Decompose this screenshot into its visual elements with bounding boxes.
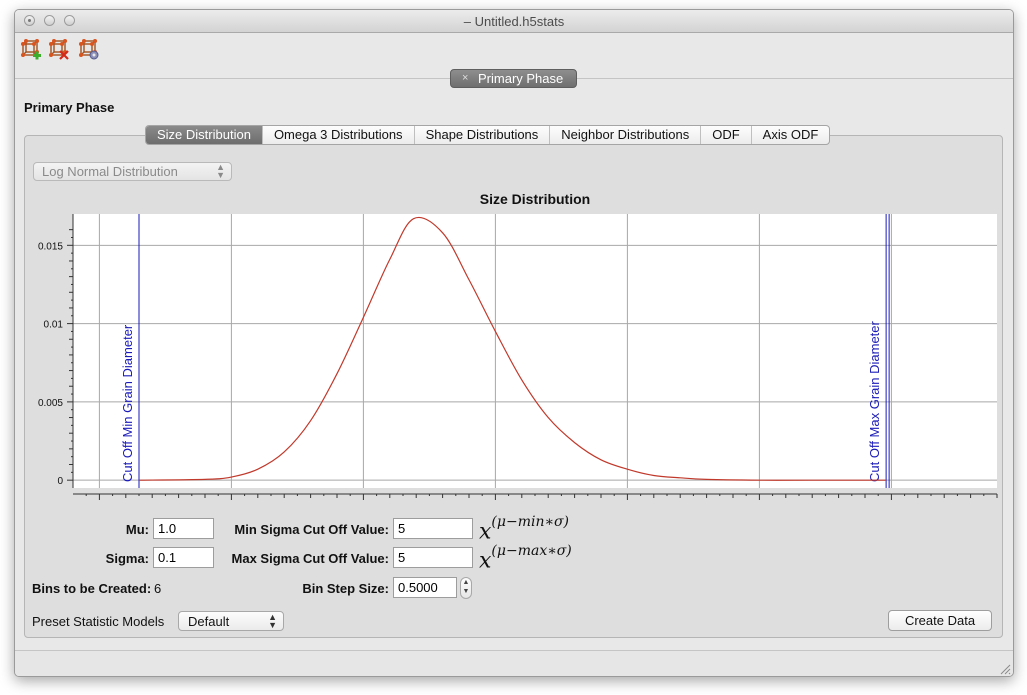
min-cutoff-formula: x(μ−min∗σ) xyxy=(479,514,570,545)
phase-tab-primary[interactable]: × Primary Phase xyxy=(450,69,577,88)
main-window: – Untitled.h5stats xyxy=(14,9,1014,677)
phase-tab-label: Primary Phase xyxy=(478,71,564,86)
data-series xyxy=(138,216,887,481)
title-bar[interactable]: – Untitled.h5stats xyxy=(15,10,1013,33)
status-bar xyxy=(15,650,1013,676)
distribution-curve-0 xyxy=(138,216,887,481)
cutoff-label-1: Cut Off Max Grain Diameter xyxy=(867,320,882,482)
bins-value: 6 xyxy=(154,581,162,596)
mu-input[interactable] xyxy=(153,518,214,539)
sigma-input[interactable] xyxy=(153,547,214,568)
toolbar xyxy=(15,33,1013,73)
tab-odf[interactable]: ODF xyxy=(701,126,752,144)
distribution-type-select[interactable]: Log Normal Distribution ▲ ▼ xyxy=(33,162,232,181)
select-arrows-icon: ▲ ▼ xyxy=(268,612,277,630)
y-tick-label-3: 0.015 xyxy=(38,241,63,252)
max-sigma-label: Max Sigma Cut Off Value: xyxy=(231,551,389,566)
preset-label: Preset Statistic Models xyxy=(32,614,165,629)
minimize-window-button[interactable] xyxy=(44,15,55,26)
max-cutoff-formula: x(μ−max∗σ) xyxy=(479,543,572,574)
tab-neighbor-distributions[interactable]: Neighbor Distributions xyxy=(550,126,702,144)
tab-shape-distributions[interactable]: Shape Distributions xyxy=(415,126,551,144)
max-sigma-input[interactable] xyxy=(393,547,473,568)
mu-label: Mu: xyxy=(125,522,149,537)
tab-omega3-distributions[interactable]: Omega 3 Distributions xyxy=(263,126,415,144)
y-tick-label-1: 0.005 xyxy=(38,398,63,409)
min-sigma-input[interactable] xyxy=(393,518,473,539)
preset-model-select[interactable]: Default ▲ ▼ xyxy=(178,611,284,631)
size-distribution-chart[interactable]: Size Distribution 1.522.533.544.500.0050… xyxy=(29,188,1005,504)
close-window-button[interactable] xyxy=(24,15,35,26)
add-phase-icon[interactable] xyxy=(20,39,42,61)
cutoff-markers: Cut Off Min Grain Diameter Cut Off Max Gr… xyxy=(120,214,890,488)
zoom-window-button[interactable] xyxy=(64,15,75,26)
plot-canvas xyxy=(73,214,997,488)
y-tick-label-0: 0 xyxy=(57,476,63,487)
bin-step-stepper[interactable]: ▲ ▼ xyxy=(460,577,472,599)
section-title: Primary Phase xyxy=(24,100,115,115)
preset-model-value: Default xyxy=(188,614,230,629)
bin-step-input[interactable] xyxy=(393,577,457,598)
remove-phase-icon[interactable] xyxy=(48,39,70,61)
phase-tab-close-icon[interactable]: × xyxy=(462,72,469,84)
distribution-tab-bar: Size Distribution Omega 3 Distributions … xyxy=(145,125,831,145)
distribution-type-value: Log Normal Distribution xyxy=(42,164,178,179)
tab-axis-odf[interactable]: Axis ODF xyxy=(762,127,819,142)
create-data-button[interactable]: Create Data xyxy=(888,610,992,631)
chart-title: Size Distribution xyxy=(480,191,590,207)
resize-grip-icon[interactable] xyxy=(999,663,1011,675)
bin-step-label: Bin Step Size: xyxy=(302,581,389,596)
cutoff-label-0: Cut Off Min Grain Diameter xyxy=(120,324,135,482)
edit-phase-icon[interactable] xyxy=(78,39,100,61)
bins-label: Bins to be Created: xyxy=(32,581,152,596)
y-tick-label-2: 0.01 xyxy=(44,320,64,331)
select-arrows-icon: ▲ ▼ xyxy=(216,162,225,180)
tab-size-distribution[interactable]: Size Distribution xyxy=(146,126,263,144)
window-title: – Untitled.h5stats xyxy=(463,14,565,29)
sigma-label: Sigma: xyxy=(105,551,149,566)
min-sigma-label: Min Sigma Cut Off Value: xyxy=(234,522,389,537)
